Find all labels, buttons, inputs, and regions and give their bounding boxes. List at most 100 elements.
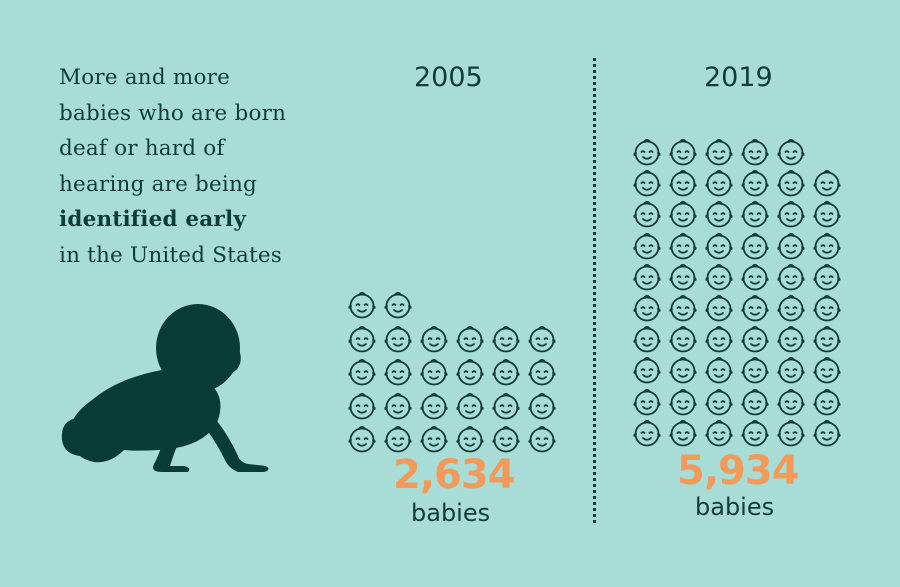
baby-face-icon xyxy=(632,355,662,385)
baby-face-icon xyxy=(347,391,377,421)
baby-face-icon xyxy=(812,199,842,229)
unit-2019: babies xyxy=(695,493,775,521)
baby-face-icon xyxy=(383,324,413,354)
baby-face-icon xyxy=(740,387,770,417)
baby-face-icon xyxy=(419,391,449,421)
baby-face-icon xyxy=(704,199,734,229)
intro-line: in the United States xyxy=(59,242,282,268)
baby-face-icon xyxy=(347,324,377,354)
crawling-baby-icon xyxy=(61,304,269,472)
baby-face-icon xyxy=(668,418,698,448)
baby-face-icon xyxy=(668,355,698,385)
baby-face-icon xyxy=(455,391,485,421)
baby-face-icon xyxy=(704,168,734,198)
baby-face-icon xyxy=(704,262,734,292)
baby-face-icon xyxy=(776,262,806,292)
baby-face-icon xyxy=(632,262,662,292)
unit-2005: babies xyxy=(411,499,491,527)
baby-face-icon xyxy=(527,424,557,454)
baby-face-icon xyxy=(491,424,521,454)
baby-face-icon xyxy=(347,290,377,320)
baby-face-icon xyxy=(812,418,842,448)
intro-text: More and more babies who are born deaf o… xyxy=(59,60,359,273)
baby-face-icon xyxy=(419,324,449,354)
baby-face-icon xyxy=(704,418,734,448)
intro-line: hearing are being xyxy=(59,171,258,197)
baby-face-icon xyxy=(491,324,521,354)
year-label-2019: 2019 xyxy=(704,62,773,93)
baby-face-icon xyxy=(740,199,770,229)
baby-face-icon xyxy=(776,231,806,261)
baby-face-icon xyxy=(812,231,842,261)
baby-face-icon xyxy=(704,387,734,417)
intro-line: deaf or hard of xyxy=(59,136,225,161)
baby-face-icon xyxy=(776,355,806,385)
baby-face-icon xyxy=(776,293,806,323)
baby-face-icon xyxy=(632,199,662,229)
intro-line-emphasis: identified early xyxy=(59,207,247,232)
baby-face-icon xyxy=(812,355,842,385)
baby-face-icon xyxy=(383,357,413,387)
intro-line: More and more xyxy=(59,65,230,90)
baby-face-icon xyxy=(740,355,770,385)
baby-face-icon xyxy=(668,324,698,354)
count-2005: 2,634 xyxy=(393,452,516,498)
baby-face-icon xyxy=(704,293,734,323)
baby-face-icon xyxy=(704,324,734,354)
baby-face-icon xyxy=(740,418,770,448)
baby-face-icon xyxy=(776,137,806,167)
intro-line: babies who are born xyxy=(59,100,287,126)
year-label-2005: 2005 xyxy=(414,62,483,93)
baby-face-icon xyxy=(347,424,377,454)
baby-face-icon xyxy=(740,168,770,198)
baby-face-icon xyxy=(383,290,413,320)
baby-face-icon xyxy=(347,357,377,387)
baby-face-icon xyxy=(419,424,449,454)
baby-face-icon xyxy=(632,137,662,167)
baby-face-icon xyxy=(740,137,770,167)
baby-face-icon xyxy=(668,262,698,292)
baby-face-icon xyxy=(668,199,698,229)
baby-face-icon xyxy=(383,424,413,454)
baby-face-icon xyxy=(455,357,485,387)
baby-face-icon xyxy=(383,391,413,421)
baby-face-icon xyxy=(740,324,770,354)
baby-face-icon xyxy=(812,293,842,323)
baby-face-icon xyxy=(668,137,698,167)
baby-face-icon xyxy=(776,418,806,448)
baby-face-icon xyxy=(632,387,662,417)
baby-face-icon xyxy=(527,357,557,387)
baby-face-icon xyxy=(527,391,557,421)
baby-face-icon xyxy=(419,357,449,387)
baby-face-icon xyxy=(668,293,698,323)
baby-face-icon xyxy=(632,231,662,261)
baby-face-icon xyxy=(740,293,770,323)
baby-face-icon xyxy=(491,357,521,387)
baby-face-icon xyxy=(812,387,842,417)
baby-face-icon xyxy=(668,387,698,417)
baby-face-icon xyxy=(491,391,521,421)
baby-face-icon xyxy=(668,231,698,261)
baby-face-icon xyxy=(632,324,662,354)
baby-face-icon xyxy=(776,199,806,229)
baby-face-icon xyxy=(527,324,557,354)
baby-face-icon xyxy=(776,324,806,354)
baby-face-icon xyxy=(812,168,842,198)
baby-face-icon xyxy=(704,231,734,261)
baby-face-icon xyxy=(812,324,842,354)
baby-face-icon xyxy=(455,324,485,354)
baby-face-icon xyxy=(740,262,770,292)
baby-face-icon xyxy=(776,387,806,417)
baby-face-icon xyxy=(740,231,770,261)
baby-face-icon xyxy=(455,424,485,454)
divider-dotted xyxy=(593,58,596,523)
baby-face-icon xyxy=(632,293,662,323)
baby-face-icon xyxy=(704,137,734,167)
count-2019: 5,934 xyxy=(677,448,800,494)
baby-face-icon xyxy=(632,418,662,448)
baby-face-icon xyxy=(776,168,806,198)
baby-face-icon xyxy=(668,168,698,198)
baby-face-icon xyxy=(632,168,662,198)
baby-face-icon xyxy=(704,355,734,385)
baby-face-icon xyxy=(812,262,842,292)
